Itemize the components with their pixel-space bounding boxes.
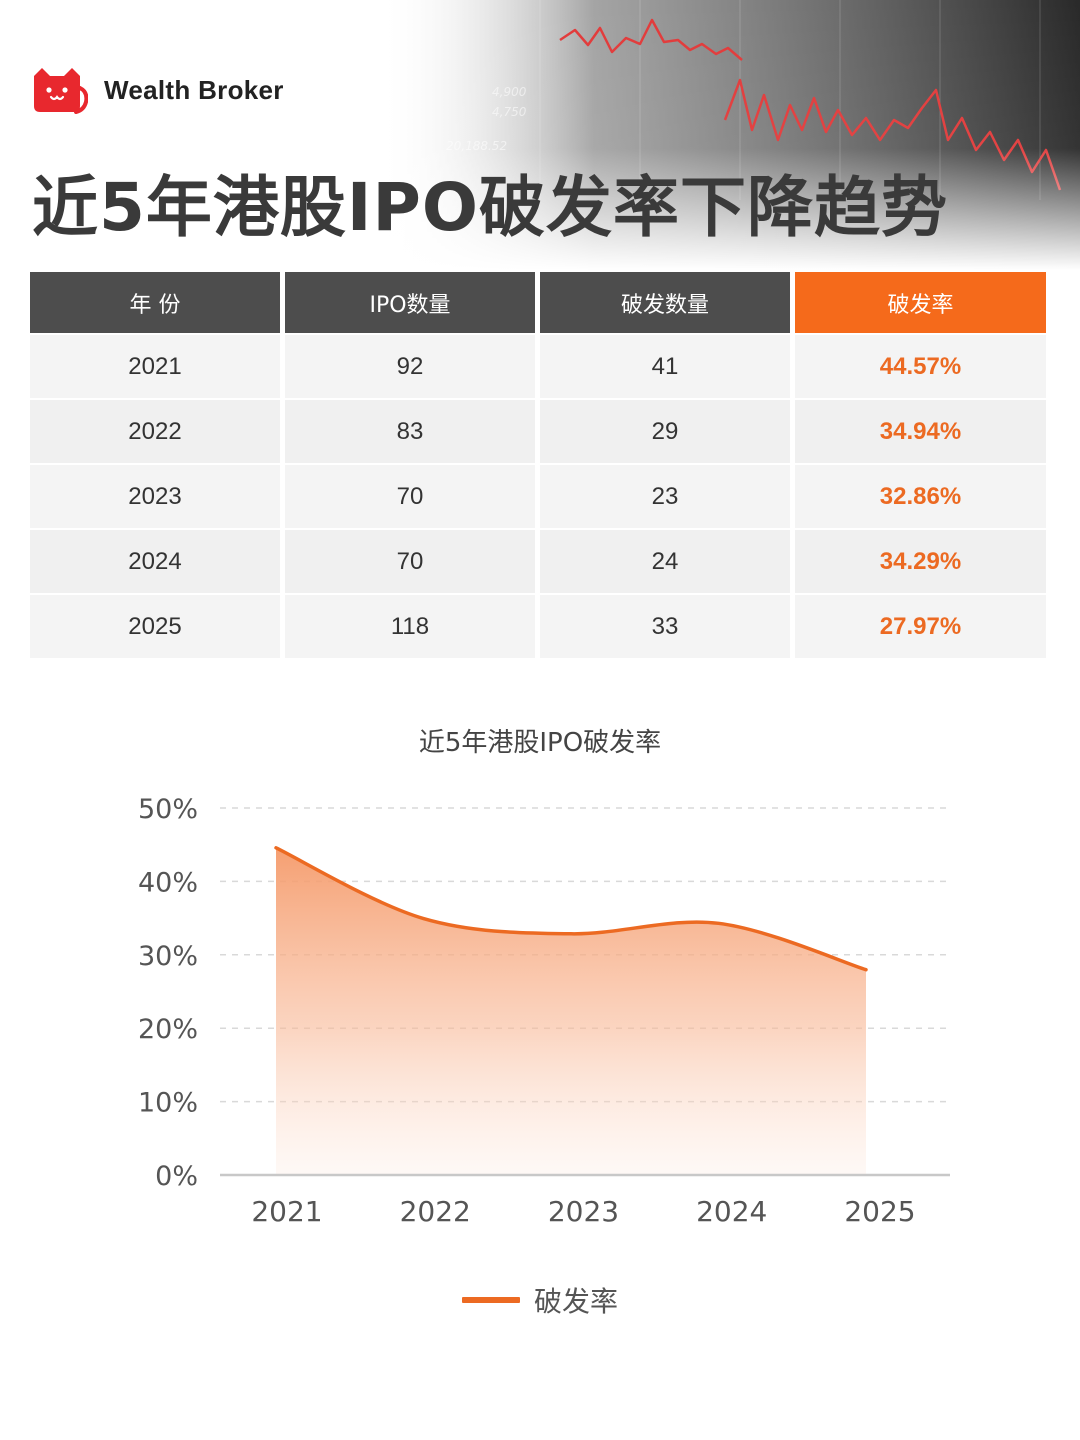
y-tick-label: 10% <box>138 1088 198 1119</box>
legend-swatch <box>461 1297 520 1303</box>
table-row: 2025 118 33 27.97% <box>30 595 1046 658</box>
cell-ipo-count: 118 <box>285 595 535 658</box>
cell-ipo-count: 70 <box>285 530 535 593</box>
cell-break-rate: 34.94% <box>795 400 1046 463</box>
cell-break-rate: 44.57% <box>795 335 1046 398</box>
cell-ipo-count: 83 <box>285 400 535 463</box>
header-ipo-count: IPO数量 <box>285 272 535 333</box>
brand: Wealth Broker <box>30 66 284 114</box>
hero-banner: 4,900 4,750 20,188.52 Wealth Broker 近5年港… <box>0 0 1080 270</box>
series-area <box>276 847 866 1175</box>
table-row: 2023 70 23 32.86% <box>30 465 1046 528</box>
brand-name: Wealth Broker <box>104 74 284 105</box>
cell-break-rate: 27.97% <box>795 595 1046 658</box>
x-tick-label: 2023 <box>548 1195 619 1228</box>
y-axis-ticks: 0% 10% 20% 30% 40% 50% <box>138 794 198 1192</box>
chart-legend: 破发率 <box>0 1280 1080 1320</box>
x-tick-label: 2021 <box>251 1195 322 1228</box>
x-tick-label: 2024 <box>696 1195 767 1228</box>
cell-break-rate: 32.86% <box>795 465 1046 528</box>
legend-label: 破发率 <box>533 1285 618 1318</box>
stock-chart-backdrop: 4,900 4,750 20,188.52 <box>0 0 1080 270</box>
page-title: 近5年港股IPO破发率下降趋势 <box>32 169 948 246</box>
cat-logo-icon <box>34 68 88 114</box>
x-tick-label: 2022 <box>400 1195 471 1228</box>
break-rate-area-chart: 0% 10% 20% 30% 40% 50% 2021 2022 2023 2024 2025 <box>138 794 950 1228</box>
header-year: 年 份 <box>30 272 280 333</box>
cell-year: 2021 <box>30 335 280 398</box>
chart-title: 近5年港股IPO破发率 <box>418 728 662 758</box>
cell-break-count: 41 <box>540 335 790 398</box>
cell-break-count: 33 <box>540 595 790 658</box>
cell-year: 2024 <box>30 530 280 593</box>
ipo-table: 年 份 IPO数量 破发数量 破发率 2021 92 41 44.57% 202… <box>30 272 1046 658</box>
cell-break-count: 23 <box>540 465 790 528</box>
table-row: 2022 83 29 34.94% <box>30 400 1046 463</box>
cell-ipo-count: 92 <box>285 335 535 398</box>
cell-year: 2023 <box>30 465 280 528</box>
y-tick-label: 20% <box>138 1014 198 1045</box>
cell-ipo-count: 70 <box>285 465 535 528</box>
table-body: 2021 92 41 44.57% 2022 83 29 34.94% 2023… <box>30 335 1046 658</box>
header-break-count: 破发数量 <box>540 272 790 333</box>
y-tick-label: 30% <box>138 941 198 972</box>
cell-break-count: 24 <box>540 530 790 593</box>
table-row: 2021 92 41 44.57% <box>30 335 1046 398</box>
cell-year: 2022 <box>30 400 280 463</box>
cell-break-rate: 34.29% <box>795 530 1046 593</box>
y-tick-label: 50% <box>138 794 198 825</box>
x-tick-label: 2025 <box>844 1195 915 1228</box>
table-row: 2024 70 24 34.29% <box>30 530 1046 593</box>
cell-break-count: 29 <box>540 400 790 463</box>
y-tick-label: 0% <box>155 1161 198 1192</box>
series-line <box>274 846 868 972</box>
table-header-row: 年 份 IPO数量 破发数量 破发率 <box>30 272 1046 333</box>
y-tick-label: 40% <box>138 867 198 898</box>
header-break-rate: 破发率 <box>795 272 1046 333</box>
x-axis-ticks: 2021 2022 2023 2024 2025 <box>251 1195 915 1228</box>
cell-year: 2025 <box>30 595 280 658</box>
